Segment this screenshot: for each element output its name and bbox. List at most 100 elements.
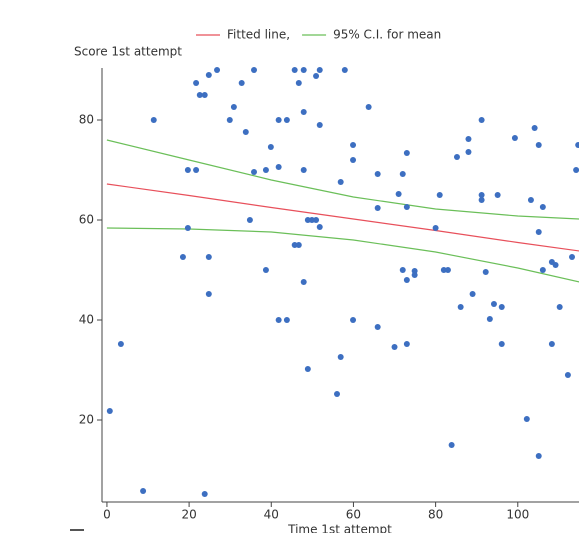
point bbox=[313, 217, 320, 223]
point bbox=[478, 197, 485, 203]
point bbox=[395, 191, 402, 197]
point bbox=[106, 408, 113, 414]
point bbox=[337, 179, 344, 185]
point bbox=[535, 142, 542, 148]
x-tick-label: 0 bbox=[103, 508, 111, 522]
point bbox=[316, 67, 323, 73]
point bbox=[432, 225, 439, 231]
point bbox=[283, 317, 290, 323]
point bbox=[304, 366, 311, 372]
point bbox=[457, 304, 464, 310]
point bbox=[196, 92, 203, 98]
point bbox=[478, 117, 485, 123]
point bbox=[334, 391, 341, 397]
point bbox=[527, 197, 534, 203]
point bbox=[535, 229, 542, 235]
ci-lower-line bbox=[106, 227, 579, 283]
point bbox=[140, 488, 147, 494]
point bbox=[308, 217, 315, 223]
ci-upper-line bbox=[106, 139, 579, 220]
point bbox=[399, 171, 406, 177]
x-axis-label: Time 1st attempt bbox=[287, 523, 392, 533]
y-tick-label: 80 bbox=[79, 113, 94, 127]
point bbox=[403, 341, 410, 347]
point bbox=[201, 92, 208, 98]
point bbox=[193, 80, 200, 86]
point bbox=[498, 304, 505, 310]
point bbox=[374, 205, 381, 211]
point bbox=[150, 117, 157, 123]
point bbox=[300, 167, 307, 173]
point bbox=[262, 267, 269, 273]
point bbox=[374, 324, 381, 330]
point bbox=[403, 150, 410, 156]
point bbox=[238, 80, 245, 86]
point bbox=[313, 73, 320, 79]
point bbox=[523, 416, 530, 422]
point bbox=[205, 254, 212, 260]
point bbox=[291, 242, 298, 248]
point bbox=[365, 104, 372, 110]
point bbox=[267, 144, 274, 150]
point bbox=[184, 167, 191, 173]
point bbox=[531, 125, 538, 131]
point bbox=[535, 453, 542, 459]
point bbox=[300, 67, 307, 73]
point bbox=[251, 67, 258, 73]
point bbox=[436, 192, 443, 198]
point bbox=[262, 167, 269, 173]
point bbox=[494, 192, 501, 198]
point bbox=[498, 341, 505, 347]
point bbox=[300, 109, 307, 115]
point bbox=[275, 117, 282, 123]
x-tick-label: 40 bbox=[264, 508, 279, 522]
point bbox=[573, 167, 579, 173]
point bbox=[539, 267, 546, 273]
point bbox=[117, 341, 124, 347]
point bbox=[251, 169, 258, 175]
point bbox=[291, 67, 298, 73]
x-tick-label: 20 bbox=[181, 508, 196, 522]
point bbox=[275, 317, 282, 323]
point bbox=[300, 279, 307, 285]
plot-area bbox=[106, 67, 579, 497]
fitted-line bbox=[106, 183, 579, 252]
point bbox=[184, 225, 191, 231]
point bbox=[548, 341, 555, 347]
point bbox=[337, 354, 344, 360]
point bbox=[453, 154, 460, 160]
point bbox=[374, 171, 381, 177]
point bbox=[575, 142, 579, 148]
y-tick-label: 20 bbox=[79, 413, 94, 427]
point bbox=[411, 272, 418, 278]
legend-label: Fitted line, bbox=[227, 28, 290, 42]
point bbox=[242, 129, 249, 135]
point bbox=[350, 157, 357, 163]
point bbox=[205, 72, 212, 78]
point bbox=[569, 254, 576, 260]
x-tick-label: 100 bbox=[506, 508, 529, 522]
point bbox=[295, 80, 302, 86]
point bbox=[482, 269, 489, 275]
point bbox=[246, 217, 253, 223]
point bbox=[350, 142, 357, 148]
point bbox=[350, 317, 357, 323]
point bbox=[403, 204, 410, 210]
legend-label: 95% C.I. for mean bbox=[333, 28, 441, 42]
point bbox=[226, 117, 233, 123]
point bbox=[295, 242, 302, 248]
point bbox=[205, 291, 212, 297]
point bbox=[193, 167, 200, 173]
point bbox=[179, 254, 186, 260]
point bbox=[465, 136, 472, 142]
point bbox=[465, 149, 472, 155]
y-axis-label: Score 1st attempt bbox=[74, 45, 182, 59]
point bbox=[316, 224, 323, 230]
point bbox=[316, 122, 323, 128]
point bbox=[214, 67, 221, 73]
point bbox=[478, 192, 485, 198]
point bbox=[564, 372, 571, 378]
point bbox=[490, 301, 497, 307]
point bbox=[275, 164, 282, 170]
